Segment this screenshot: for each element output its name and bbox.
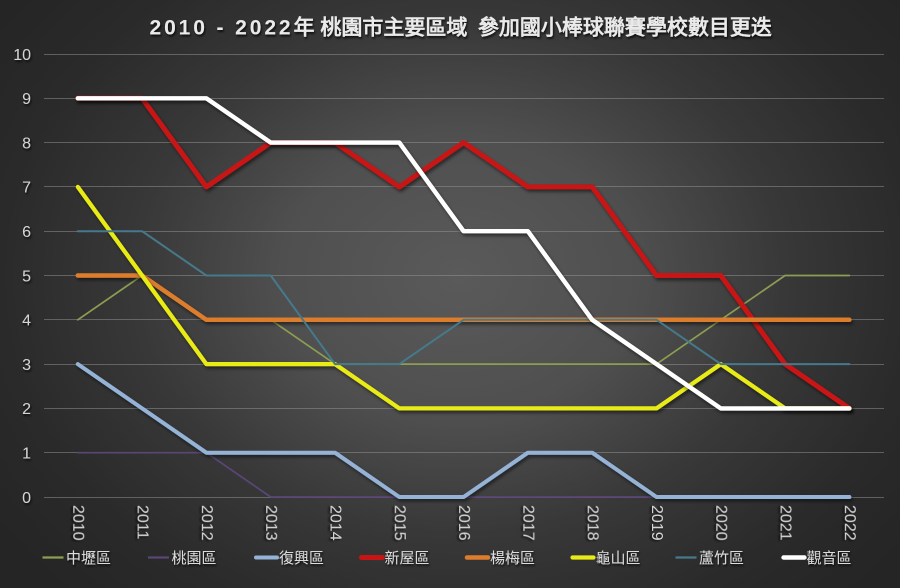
svg-text:2011: 2011 (134, 505, 151, 540)
svg-text:2022: 2022 (841, 505, 858, 541)
svg-text:5: 5 (22, 268, 31, 285)
svg-text:2010 - 2022年 桃園市主要區域 參加國小棒球聯賽學: 2010 - 2022年 桃園市主要區域 參加國小棒球聯賽學校數目更迭 (150, 15, 772, 39)
svg-text:復興區: 復興區 (279, 550, 324, 567)
svg-text:觀音區: 觀音區 (807, 550, 852, 567)
svg-text:1: 1 (22, 446, 31, 463)
svg-text:8: 8 (22, 135, 31, 152)
svg-text:2014: 2014 (327, 505, 344, 541)
svg-text:2021: 2021 (777, 505, 794, 541)
svg-text:新屋區: 新屋區 (385, 550, 430, 567)
svg-text:2013: 2013 (262, 505, 279, 541)
svg-text:10: 10 (13, 47, 31, 64)
svg-text:6: 6 (22, 224, 31, 241)
svg-text:楊梅區: 楊梅區 (490, 550, 535, 567)
svg-text:桃園區: 桃園區 (172, 550, 217, 567)
svg-text:2018: 2018 (584, 505, 601, 541)
svg-text:龜山區: 龜山區 (596, 550, 641, 567)
svg-text:4: 4 (22, 313, 31, 330)
svg-text:0: 0 (22, 490, 31, 507)
svg-text:2020: 2020 (712, 505, 729, 541)
svg-text:3: 3 (22, 357, 31, 374)
svg-text:2017: 2017 (519, 505, 536, 541)
svg-text:9: 9 (22, 91, 31, 108)
svg-text:2010: 2010 (69, 505, 86, 541)
svg-text:2019: 2019 (648, 505, 665, 541)
svg-text:蘆竹區: 蘆竹區 (699, 550, 744, 567)
svg-text:2012: 2012 (198, 505, 215, 541)
svg-text:2: 2 (22, 401, 31, 418)
svg-text:7: 7 (22, 180, 31, 197)
svg-text:2015: 2015 (391, 505, 408, 541)
svg-text:中壢區: 中壢區 (66, 550, 111, 567)
svg-text:2016: 2016 (455, 505, 472, 541)
